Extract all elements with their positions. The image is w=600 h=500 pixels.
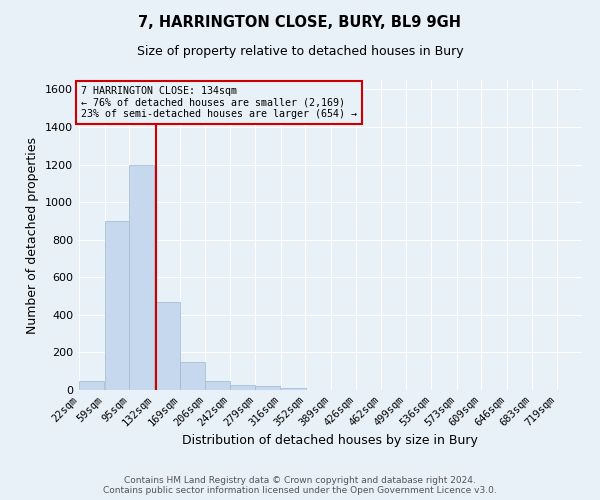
Bar bbox=[205, 380, 230, 390]
Bar bbox=[105, 221, 130, 390]
Bar bbox=[79, 380, 104, 390]
Text: 7 HARRINGTON CLOSE: 134sqm
← 76% of detached houses are smaller (2,169)
23% of s: 7 HARRINGTON CLOSE: 134sqm ← 76% of deta… bbox=[81, 86, 357, 119]
Bar bbox=[180, 362, 205, 390]
Bar bbox=[281, 388, 305, 390]
Bar bbox=[230, 386, 255, 390]
Text: 7, HARRINGTON CLOSE, BURY, BL9 9GH: 7, HARRINGTON CLOSE, BURY, BL9 9GH bbox=[139, 15, 461, 30]
Y-axis label: Number of detached properties: Number of detached properties bbox=[26, 136, 40, 334]
Bar bbox=[155, 302, 179, 390]
Text: Contains HM Land Registry data © Crown copyright and database right 2024.
Contai: Contains HM Land Registry data © Crown c… bbox=[103, 476, 497, 495]
Text: Size of property relative to detached houses in Bury: Size of property relative to detached ho… bbox=[137, 45, 463, 58]
Bar bbox=[256, 386, 280, 390]
Bar bbox=[130, 164, 154, 390]
X-axis label: Distribution of detached houses by size in Bury: Distribution of detached houses by size … bbox=[182, 434, 478, 447]
